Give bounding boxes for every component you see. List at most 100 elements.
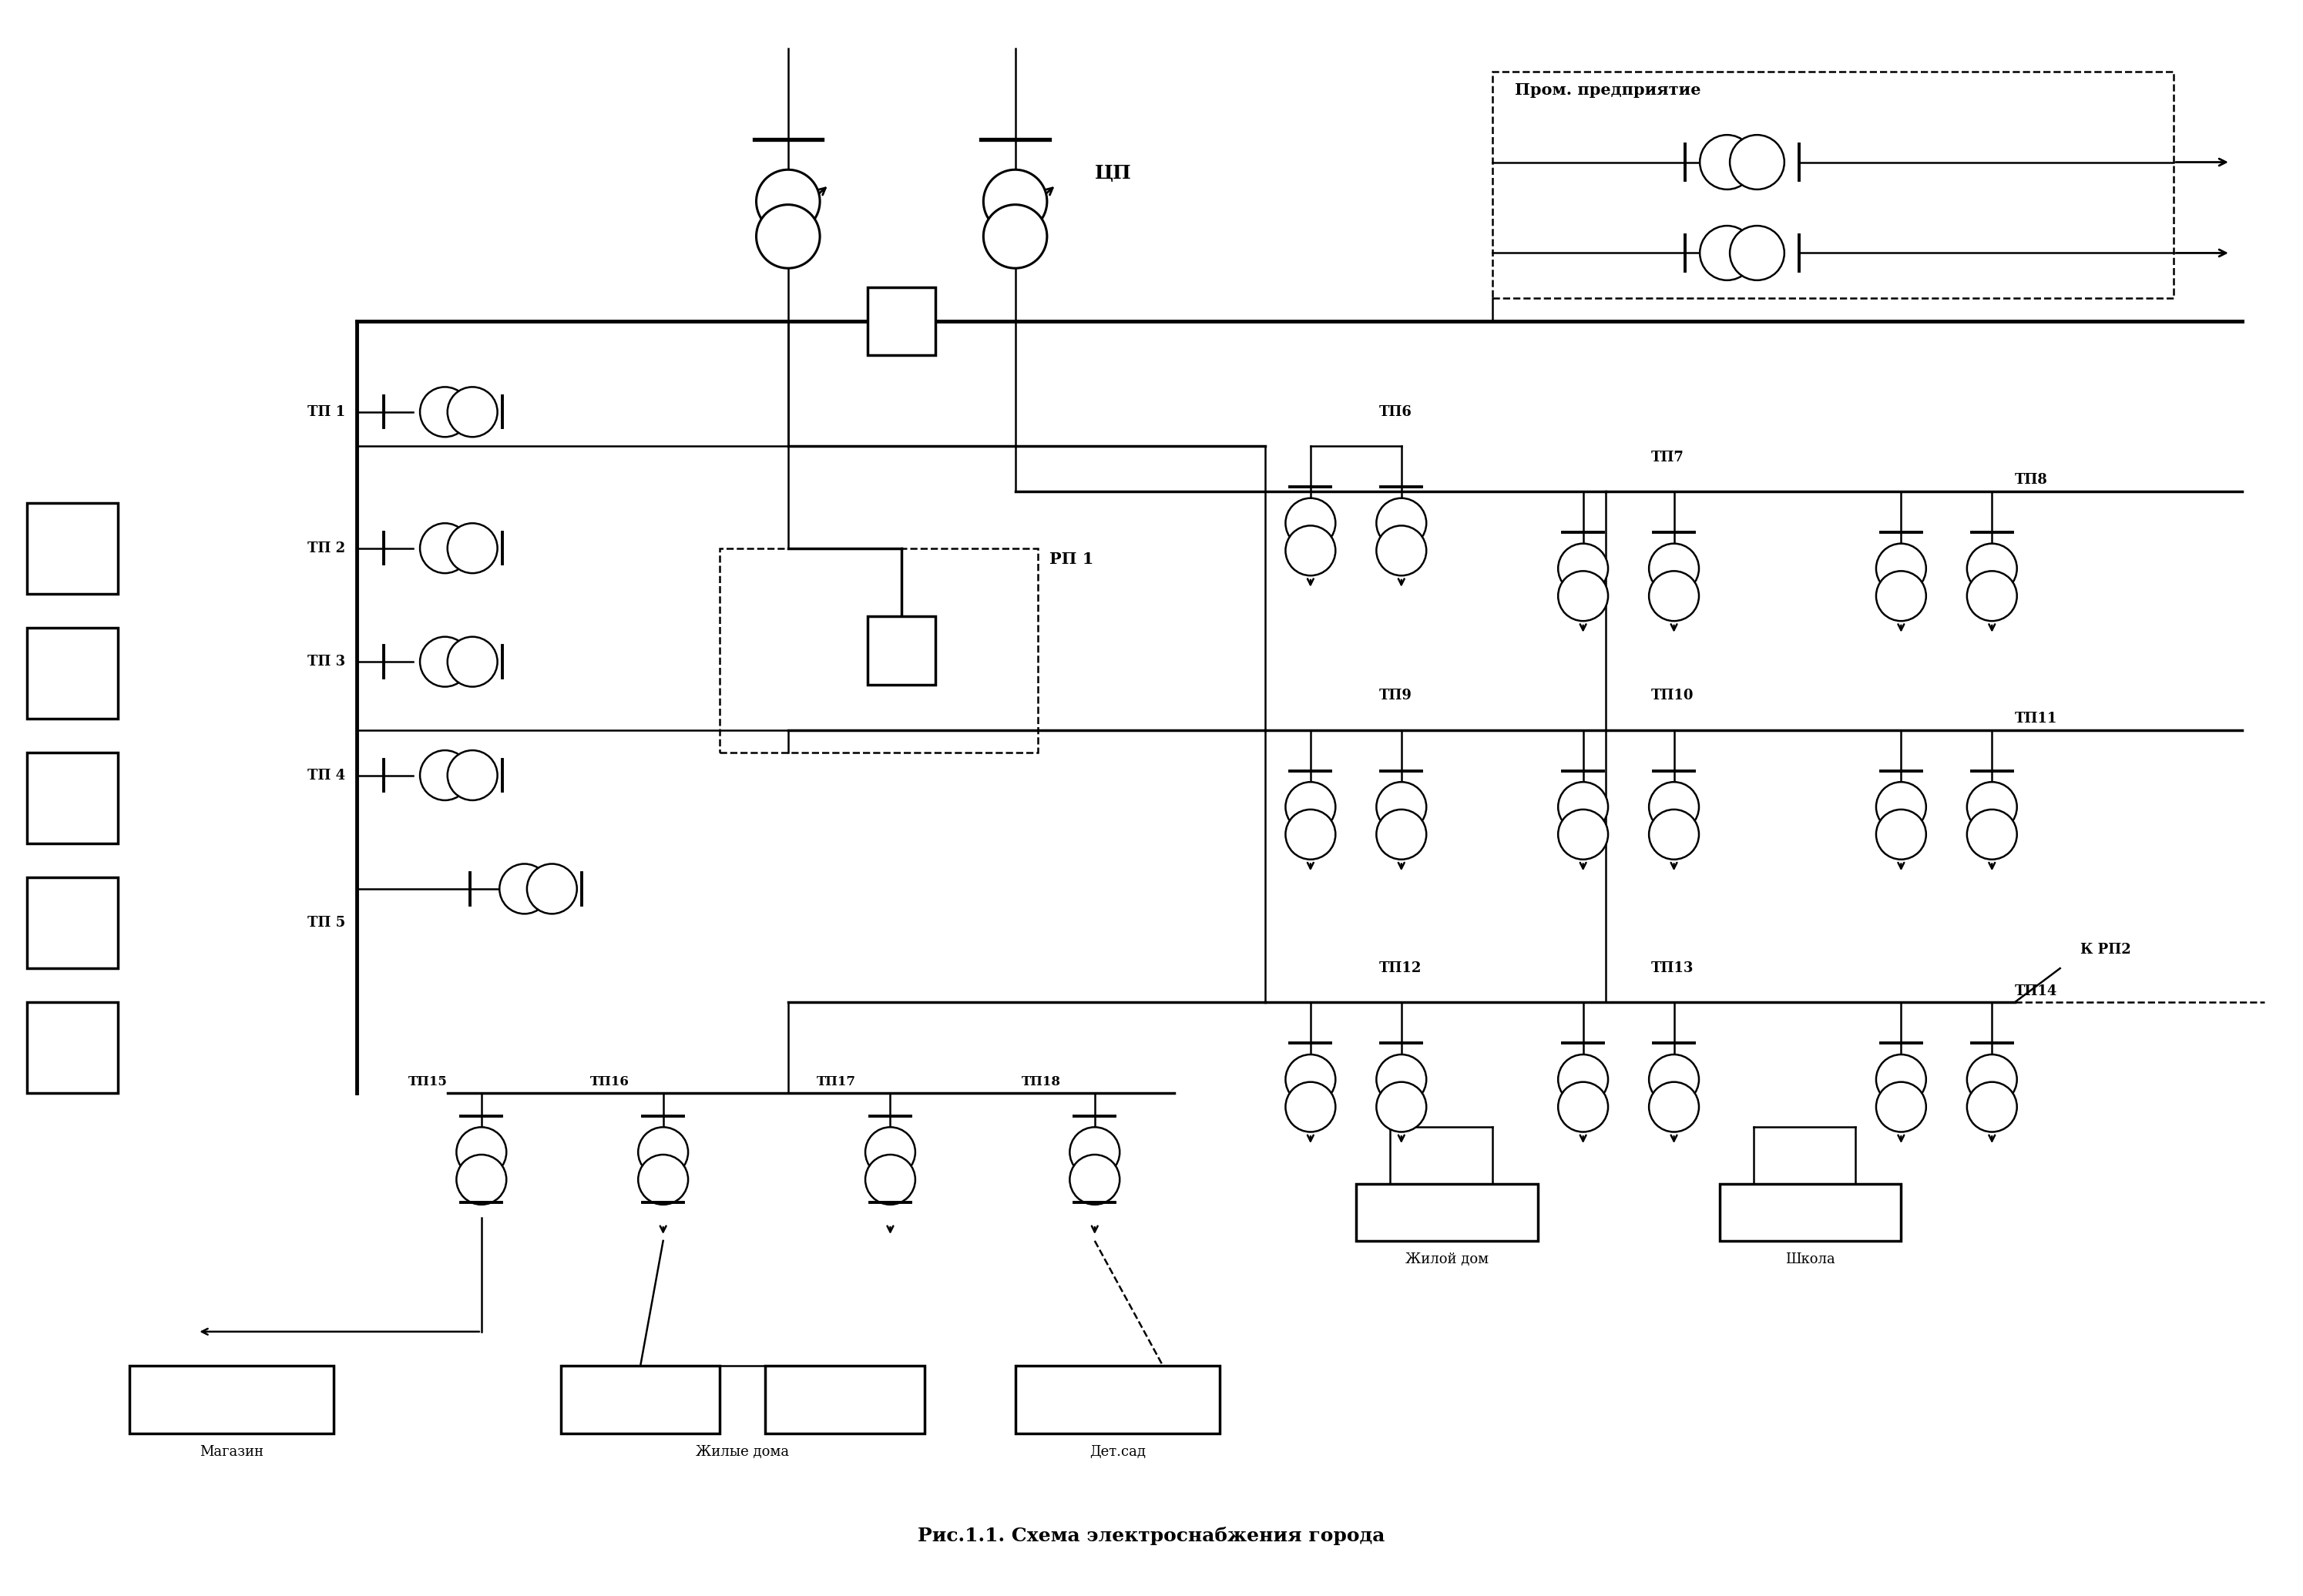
Circle shape	[1877, 782, 1925, 832]
Circle shape	[1285, 498, 1336, 547]
Text: ТП13: ТП13	[1651, 961, 1695, 975]
Text: ЦП: ЦП	[1094, 164, 1131, 184]
Text: ТП14: ТП14	[2015, 985, 2057, 998]
Text: Магазин: Магазин	[200, 1446, 263, 1459]
Circle shape	[1967, 571, 2017, 621]
Circle shape	[1285, 1082, 1336, 1132]
Circle shape	[1649, 1055, 1700, 1104]
Circle shape	[1967, 782, 2017, 832]
Text: ТП8: ТП8	[2015, 472, 2047, 487]
Text: К РП2: К РП2	[2080, 943, 2130, 958]
Circle shape	[1967, 1055, 2017, 1104]
Bar	[868, 616, 935, 685]
Text: ТП9: ТП9	[1379, 689, 1412, 702]
Circle shape	[447, 523, 497, 573]
Text: Дет.сад: Дет.сад	[1089, 1446, 1145, 1459]
Text: ТП17: ТП17	[818, 1076, 857, 1088]
Circle shape	[1377, 1082, 1426, 1132]
Circle shape	[1649, 571, 1700, 621]
Circle shape	[1559, 571, 1607, 621]
Circle shape	[1967, 809, 2017, 859]
Circle shape	[755, 204, 820, 268]
Text: ТП 2: ТП 2	[306, 541, 345, 555]
Circle shape	[1285, 525, 1336, 576]
Bar	[28, 753, 117, 843]
Circle shape	[419, 386, 470, 437]
Circle shape	[1877, 1055, 1925, 1104]
Text: ТП 4: ТП 4	[306, 768, 345, 782]
Circle shape	[1730, 136, 1785, 190]
Circle shape	[456, 1154, 507, 1205]
Bar	[28, 878, 117, 969]
Circle shape	[866, 1127, 914, 1178]
Bar	[562, 1366, 721, 1433]
Text: ТП15: ТП15	[408, 1076, 447, 1088]
Circle shape	[1700, 225, 1755, 281]
Text: ТП12: ТП12	[1379, 961, 1421, 975]
Circle shape	[1559, 782, 1607, 832]
Circle shape	[1649, 544, 1700, 594]
Circle shape	[419, 637, 470, 686]
Circle shape	[638, 1154, 689, 1205]
Circle shape	[1377, 809, 1426, 859]
Circle shape	[1649, 809, 1700, 859]
Circle shape	[1877, 544, 1925, 594]
Circle shape	[1649, 782, 1700, 832]
Text: ТП 3: ТП 3	[306, 654, 345, 669]
Bar	[28, 627, 117, 718]
Circle shape	[1285, 1055, 1336, 1104]
Circle shape	[500, 863, 550, 915]
Text: ТП7: ТП7	[1651, 450, 1683, 464]
Circle shape	[447, 386, 497, 437]
Text: Пром. предприятие: Пром. предприятие	[1515, 83, 1702, 97]
Bar	[28, 503, 117, 594]
Text: ТП6: ТП6	[1379, 405, 1412, 418]
Text: Рис.1.1. Схема электроснабжения города: Рис.1.1. Схема электроснабжения города	[919, 1527, 1384, 1545]
Text: ТП18: ТП18	[1020, 1076, 1062, 1088]
Circle shape	[1285, 782, 1336, 832]
Text: Жилой дом: Жилой дом	[1405, 1253, 1488, 1266]
Circle shape	[638, 1127, 689, 1178]
Text: ТП10: ТП10	[1651, 689, 1695, 702]
Text: ТП11: ТП11	[2015, 712, 2057, 726]
Circle shape	[1877, 809, 1925, 859]
Circle shape	[419, 750, 470, 800]
Circle shape	[1649, 1082, 1700, 1132]
Bar	[129, 1366, 334, 1433]
Circle shape	[447, 750, 497, 800]
Circle shape	[1700, 136, 1755, 190]
Circle shape	[983, 169, 1048, 233]
Circle shape	[983, 204, 1048, 268]
Text: РП 1: РП 1	[1050, 552, 1094, 567]
Circle shape	[1730, 225, 1785, 281]
Circle shape	[755, 169, 820, 233]
Bar	[1720, 1184, 1900, 1240]
Bar	[721, 547, 1039, 753]
Circle shape	[1377, 525, 1426, 576]
Bar	[1492, 72, 2174, 298]
Circle shape	[1069, 1127, 1119, 1178]
Text: ТП 5: ТП 5	[306, 916, 345, 930]
Text: ТП16: ТП16	[590, 1076, 629, 1088]
Circle shape	[1377, 782, 1426, 832]
Bar	[28, 1002, 117, 1093]
Circle shape	[1877, 1082, 1925, 1132]
Circle shape	[1377, 1055, 1426, 1104]
Circle shape	[866, 1154, 914, 1205]
Circle shape	[419, 523, 470, 573]
Bar	[1016, 1366, 1221, 1433]
Circle shape	[1559, 1055, 1607, 1104]
Circle shape	[1559, 1082, 1607, 1132]
Circle shape	[1377, 498, 1426, 547]
Circle shape	[527, 863, 578, 915]
Circle shape	[1967, 544, 2017, 594]
Text: Школа: Школа	[1785, 1253, 1835, 1266]
Circle shape	[447, 637, 497, 686]
Circle shape	[1069, 1154, 1119, 1205]
Bar	[868, 287, 935, 356]
Circle shape	[1967, 1082, 2017, 1132]
Bar	[1356, 1184, 1538, 1240]
Circle shape	[456, 1127, 507, 1178]
Text: Жилые дома: Жилые дома	[696, 1446, 790, 1459]
Bar	[765, 1366, 924, 1433]
